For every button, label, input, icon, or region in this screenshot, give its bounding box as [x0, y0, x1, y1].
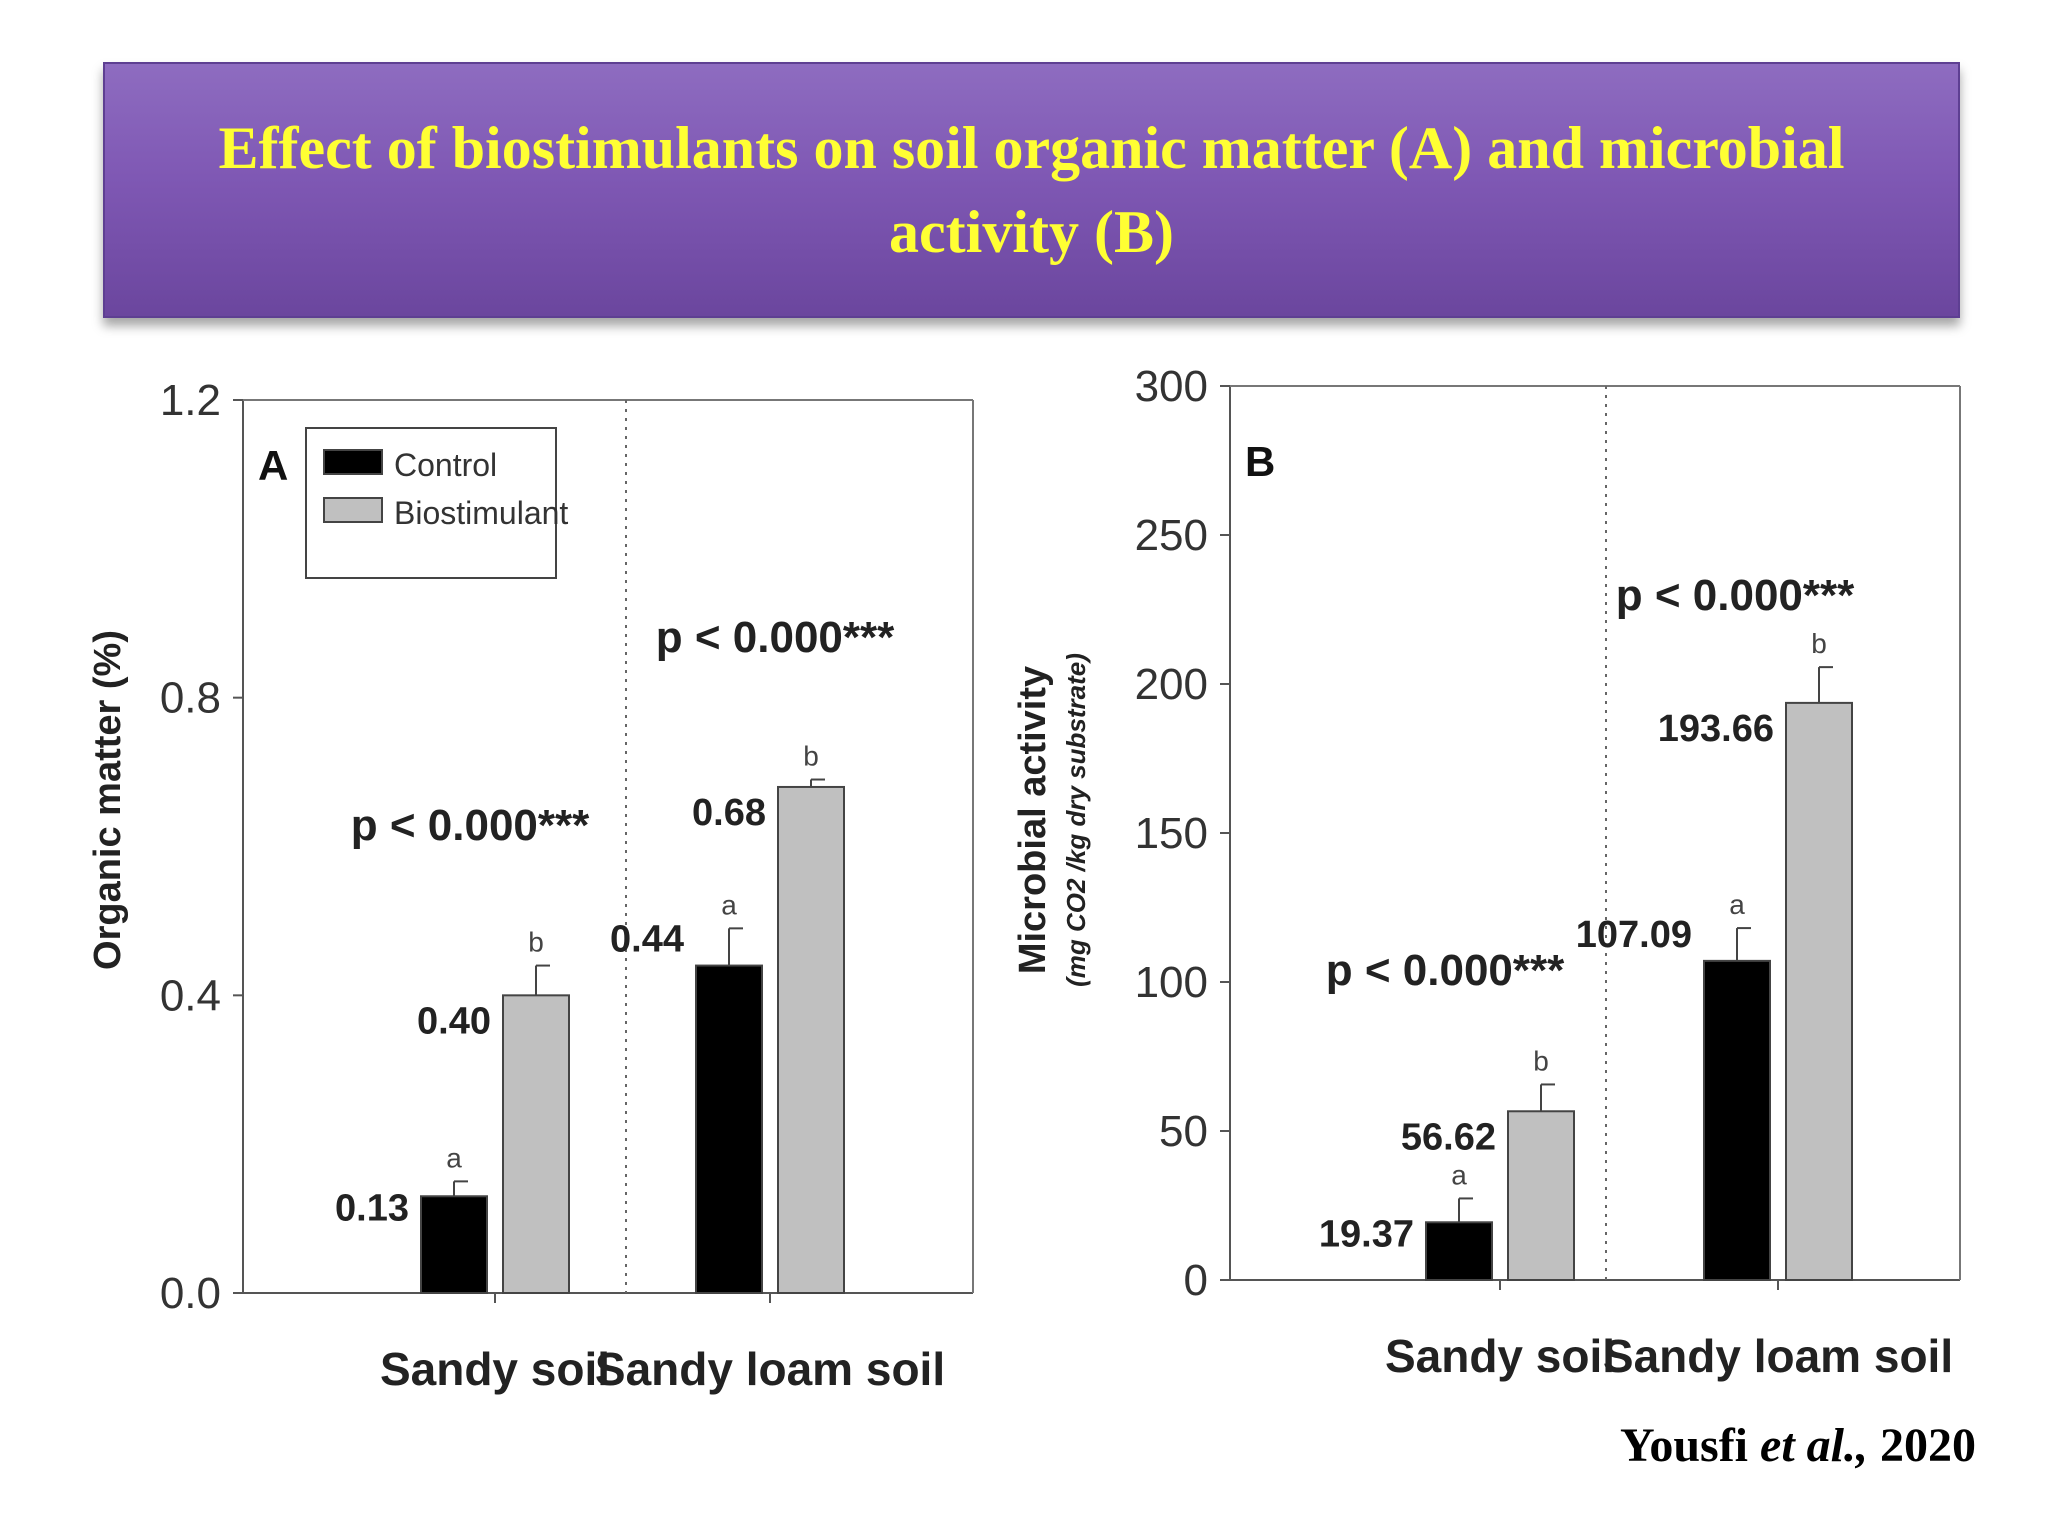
legend-label-control: Control	[394, 447, 497, 483]
bar-value-label: 107.09	[1576, 914, 1692, 956]
y-tick-label: 250	[1135, 511, 1208, 560]
p-value-label: p < 0.000***	[656, 613, 895, 662]
significance-letter: b	[528, 927, 544, 958]
bar-value-label: 0.68	[692, 792, 766, 834]
p-value-label: p < 0.000***	[1616, 571, 1855, 620]
x-category-label: Sandy soil	[1385, 1330, 1615, 1382]
y-tick-label: 300	[1135, 362, 1208, 411]
bar-biostimulant	[502, 994, 570, 1294]
p-value-label: p < 0.000***	[1326, 946, 1565, 995]
panel-letter: B	[1245, 438, 1275, 485]
bar-control	[420, 1195, 488, 1294]
chart-panel-b: 0 50 100 150 200 250 300 Microbial activity (mg …	[1012, 362, 1961, 1382]
y-tick-label: 0.8	[160, 674, 221, 723]
title-banner: Effect of biostimulants on soil organic …	[103, 62, 1960, 318]
bar-biostimulant	[777, 785, 845, 1294]
bar-value-label: 0.44	[610, 919, 684, 961]
bar-value-label: 0.13	[335, 1187, 409, 1229]
y-axis-label: Microbial activity	[1012, 666, 1054, 974]
y-tick-label: 0	[1184, 1256, 1208, 1305]
citation-year: 2020	[1880, 1419, 1976, 1472]
y-tick-label: 0.4	[160, 971, 221, 1020]
panel-letter: A	[258, 442, 288, 489]
x-category-label: Sandy loam soil	[595, 1343, 945, 1395]
bar-value-label: 56.62	[1401, 1116, 1496, 1158]
y-axis-sublabel: (mg CO2 /kg dry substrate)	[1061, 653, 1091, 987]
legend-swatch-biostimulant	[323, 497, 383, 523]
significance-letter: b	[1533, 1045, 1549, 1076]
y-tick-label: 100	[1135, 958, 1208, 1007]
citation-author: Yousfi	[1619, 1419, 1749, 1472]
y-tick-label: 150	[1135, 809, 1208, 858]
chart-panel-a: 0.0 0.4 0.8 1.2 Organic matter (%) A Sandy soi…	[87, 376, 974, 1395]
bar-control	[695, 964, 763, 1294]
chart-legend: Control Biostimulant	[305, 427, 568, 579]
significance-letter: a	[721, 889, 737, 920]
legend-label-biostimulant: Biostimulant	[394, 495, 568, 531]
bar-control	[1703, 959, 1771, 1282]
bar-biostimulant	[1507, 1110, 1575, 1282]
y-tick-label: 1.2	[160, 376, 221, 425]
significance-letter: b	[803, 741, 819, 772]
bar-control	[1425, 1221, 1493, 1281]
y-axis-label: Organic matter (%)	[87, 630, 129, 970]
bar-biostimulant	[1785, 701, 1853, 1281]
significance-letter: b	[1811, 628, 1827, 659]
citation-etal: et al.,	[1760, 1419, 1868, 1472]
citation: Yousfi et al., 2020	[1620, 1418, 1976, 1473]
significance-letter: a	[1451, 1159, 1467, 1190]
y-tick-label: 0.0	[160, 1269, 221, 1318]
y-tick-label: 50	[1159, 1107, 1208, 1156]
legend-swatch-control	[323, 449, 383, 475]
bar-value-label: 19.37	[1319, 1213, 1414, 1255]
x-category-label: Sandy soil	[380, 1343, 610, 1395]
p-value-label: p < 0.000***	[351, 801, 590, 850]
y-tick-label: 200	[1135, 660, 1208, 709]
slide-title: Effect of biostimulants on soil organic …	[218, 115, 1845, 265]
x-category-label: Sandy loam soil	[1603, 1330, 1953, 1382]
significance-letter: a	[446, 1142, 462, 1173]
bar-value-label: 0.40	[417, 1000, 491, 1042]
bar-value-label: 193.66	[1658, 708, 1774, 750]
significance-letter: a	[1729, 889, 1745, 920]
